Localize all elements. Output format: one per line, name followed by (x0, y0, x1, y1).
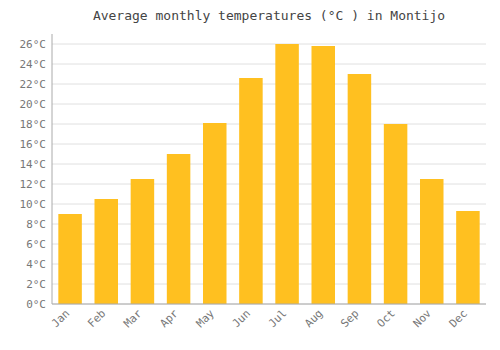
bar (131, 179, 155, 304)
bar (384, 124, 408, 304)
x-tick-label: Jul (266, 307, 289, 330)
x-tick-label: Jan (49, 307, 72, 330)
y-tick-label: 22°C (20, 78, 47, 91)
y-axis: 0°C 2°C 4°C 6°C 8°C 10°C 12°C 14°C 16°C 18°C 20°C 2… (20, 34, 53, 311)
title: Average monthly temperatures (°C ) in Mo… (93, 8, 445, 23)
bar (348, 74, 372, 304)
y-tick-label: 8°C (26, 218, 46, 231)
y-tick-label: 10°C (20, 198, 47, 211)
y-tick-label: 6°C (26, 238, 46, 251)
y-tick-label: 16°C (20, 138, 47, 151)
x-axis: Jan Feb Mar Apr May Jun Jul Aug Sep Oct Nov Dec (49, 304, 486, 330)
x-tick-label: Oct (374, 307, 397, 330)
y-tick-label: 14°C (20, 158, 47, 171)
bar (420, 179, 444, 304)
bar (456, 211, 480, 304)
y-tick-label: 18°C (20, 118, 47, 131)
chart-container: Average monthly temperatures (°C ) in Mo… (0, 0, 500, 350)
bar (311, 46, 335, 304)
bar (239, 78, 263, 304)
x-tick-label: Dec (447, 307, 470, 330)
x-tick-label: Aug (302, 307, 325, 330)
y-tick-label: 12°C (20, 178, 47, 191)
y-tick-label: 4°C (26, 258, 46, 271)
x-tick-label: May (194, 307, 218, 331)
bar (203, 123, 227, 304)
grid-line (52, 144, 486, 145)
grid-line (52, 124, 486, 125)
bar (167, 154, 191, 304)
x-tick-label: Sep (338, 307, 361, 330)
y-tick-label: 0°C (26, 298, 46, 311)
bar (58, 214, 82, 304)
y-tick-label: 26°C (20, 38, 47, 51)
x-tick-label: Mar (121, 307, 145, 331)
grid-line (52, 44, 486, 45)
grid-line (52, 164, 486, 165)
grid-line (52, 104, 486, 105)
x-axis-line (52, 304, 486, 305)
bar (94, 199, 118, 304)
chart-svg: Average monthly temperatures (°C ) in Mo… (0, 0, 500, 350)
grid (52, 44, 486, 304)
bar (275, 44, 299, 304)
y-axis-line (52, 34, 53, 304)
grid-line (52, 84, 486, 85)
y-tick-label: 20°C (20, 98, 47, 111)
y-tick-label: 24°C (20, 58, 47, 71)
bars (58, 44, 479, 304)
x-tick-label: Jun (230, 307, 253, 330)
y-tick-label: 2°C (26, 278, 46, 291)
grid-line (52, 304, 486, 305)
x-tick-label: Feb (85, 307, 108, 330)
x-tick-label: Nov (411, 307, 435, 331)
x-tick-label: Apr (157, 307, 181, 331)
grid-line (52, 64, 486, 65)
